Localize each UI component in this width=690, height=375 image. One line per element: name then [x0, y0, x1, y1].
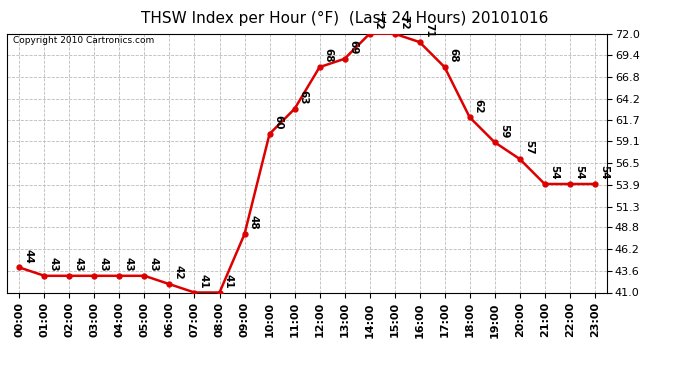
Text: 68: 68	[448, 48, 459, 63]
Text: 42: 42	[174, 266, 184, 280]
Text: 41: 41	[224, 274, 234, 288]
Text: 43: 43	[99, 257, 108, 272]
Text: 60: 60	[274, 115, 284, 130]
Text: 44: 44	[23, 249, 34, 263]
Text: Copyright 2010 Cartronics.com: Copyright 2010 Cartronics.com	[13, 36, 154, 45]
Text: 71: 71	[424, 23, 434, 38]
Text: 43: 43	[124, 257, 134, 272]
Text: 69: 69	[348, 40, 359, 55]
Text: 54: 54	[549, 165, 559, 180]
Text: 43: 43	[148, 257, 159, 272]
Text: 54: 54	[574, 165, 584, 180]
Text: 41: 41	[199, 274, 208, 288]
Text: 43: 43	[48, 257, 59, 272]
Text: 63: 63	[299, 90, 308, 105]
Text: 72: 72	[399, 15, 408, 30]
Text: 48: 48	[248, 215, 259, 230]
Text: 59: 59	[499, 124, 509, 138]
Text: THSW Index per Hour (°F)  (Last 24 Hours) 20101016: THSW Index per Hour (°F) (Last 24 Hours)…	[141, 11, 549, 26]
Text: 62: 62	[474, 99, 484, 113]
Text: 54: 54	[599, 165, 609, 180]
Text: 68: 68	[324, 48, 334, 63]
Text: 72: 72	[374, 15, 384, 30]
Text: 57: 57	[524, 140, 534, 155]
Text: 43: 43	[74, 257, 83, 272]
